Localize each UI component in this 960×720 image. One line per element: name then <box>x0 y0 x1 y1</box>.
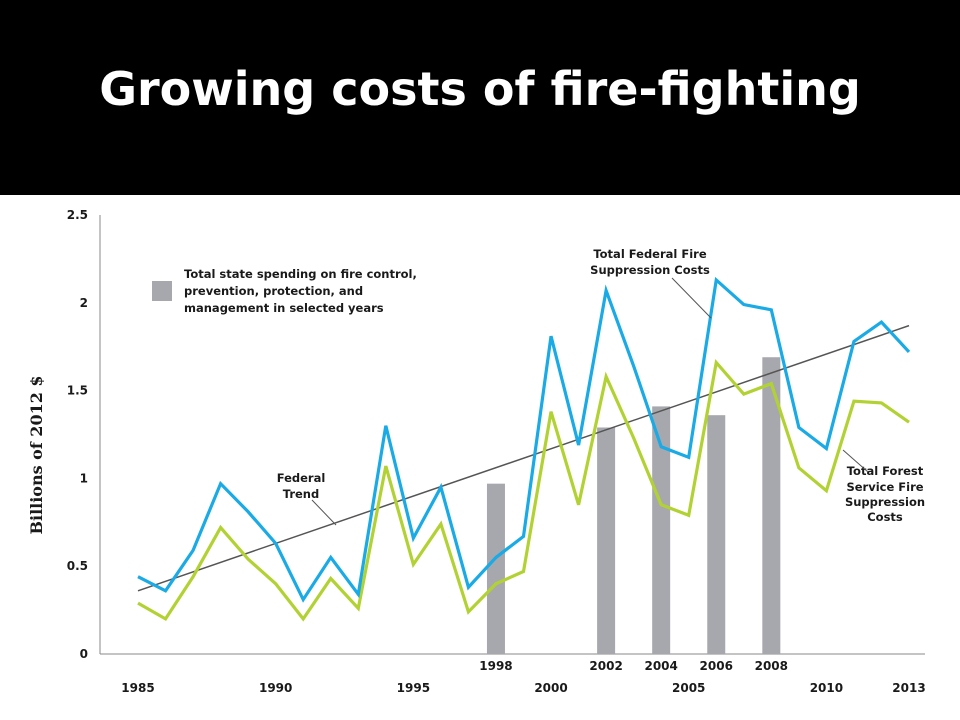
fire-cost-chart: 0 0.5 1 1.5 2 2.5 1985 1990 1995 2000 2005 2010 201… <box>27 208 926 695</box>
state-spending-bar <box>486 483 505 654</box>
y-tick-label: 1 <box>80 471 88 485</box>
x-tick-label: 1990 <box>259 681 292 695</box>
x-tick-label: 2000 <box>534 681 567 695</box>
legend-text-line3: management in selected years <box>184 301 384 315</box>
total-federal-fire-suppression-costs-line <box>137 276 911 603</box>
total-forest-service-fire-suppression-costs-line <box>137 358 910 622</box>
x-tick-label: 2005 <box>672 681 705 695</box>
legend-swatch <box>152 281 172 301</box>
x-tick-label: 1995 <box>397 681 430 695</box>
legend-text-line1: Total state spending on fire control, <box>184 267 417 281</box>
federal-trend <box>137 324 910 592</box>
federal-label-line1: Total Federal Fire <box>593 247 706 261</box>
federal-label-line2: Suppression Costs <box>590 263 710 277</box>
forest-label-line1: Total Forest <box>847 464 924 478</box>
x-tick-label: 2010 <box>810 681 843 695</box>
state-spending-bars <box>486 357 781 654</box>
trend-label-line1: Federal <box>277 471 326 485</box>
x-bar-tick-label: 2006 <box>700 659 733 673</box>
forest-label-line2: Service Fire <box>846 480 923 494</box>
trend-label-leader <box>311 499 337 526</box>
federal-trend-line <box>137 324 910 592</box>
state-spending-bar <box>652 406 671 654</box>
y-tick-label: 0 <box>80 647 88 661</box>
y-tick-label: 0.5 <box>67 559 88 573</box>
x-tick-label: 2013 <box>892 681 925 695</box>
y-tick-label: 1.5 <box>67 384 88 398</box>
y-axis-label: Billions of 2012 $ <box>27 375 46 534</box>
plot-area: 0 0.5 1 1.5 2 2.5 1985 1990 1995 2000 2005 2010 201… <box>0 195 960 720</box>
y-tick-label: 2.5 <box>67 208 88 222</box>
forest-label-leader <box>842 449 869 473</box>
state-spending-bar <box>707 415 726 654</box>
x-tick-labels: 1985 1990 1995 2000 2005 2010 2013 1998 2002 2004… <box>121 659 925 695</box>
state-spending-bar <box>597 427 616 654</box>
legend-text-line2: prevention, protection, and <box>184 284 363 298</box>
y-tick-label: 2 <box>80 296 88 310</box>
x-bar-tick-label: 1998 <box>479 659 512 673</box>
x-bar-tick-label: 2002 <box>589 659 622 673</box>
series-lines <box>137 276 911 622</box>
forest-label-line4: Costs <box>867 510 903 524</box>
x-tick-label: 1985 <box>121 681 154 695</box>
y-tick-labels: 0 0.5 1 1.5 2 2.5 <box>67 208 88 661</box>
x-bar-tick-label: 2004 <box>644 659 677 673</box>
federal-label-leader <box>671 277 712 319</box>
title-bar: Growing costs of fire-fighting <box>0 0 960 195</box>
x-bar-tick-label: 2008 <box>755 659 788 673</box>
trend-label-line2: Trend <box>283 487 319 501</box>
forest-label-line3: Suppression <box>845 495 925 509</box>
state-spending-bar <box>762 357 781 654</box>
page-title: Growing costs of fire-fighting <box>99 62 861 116</box>
